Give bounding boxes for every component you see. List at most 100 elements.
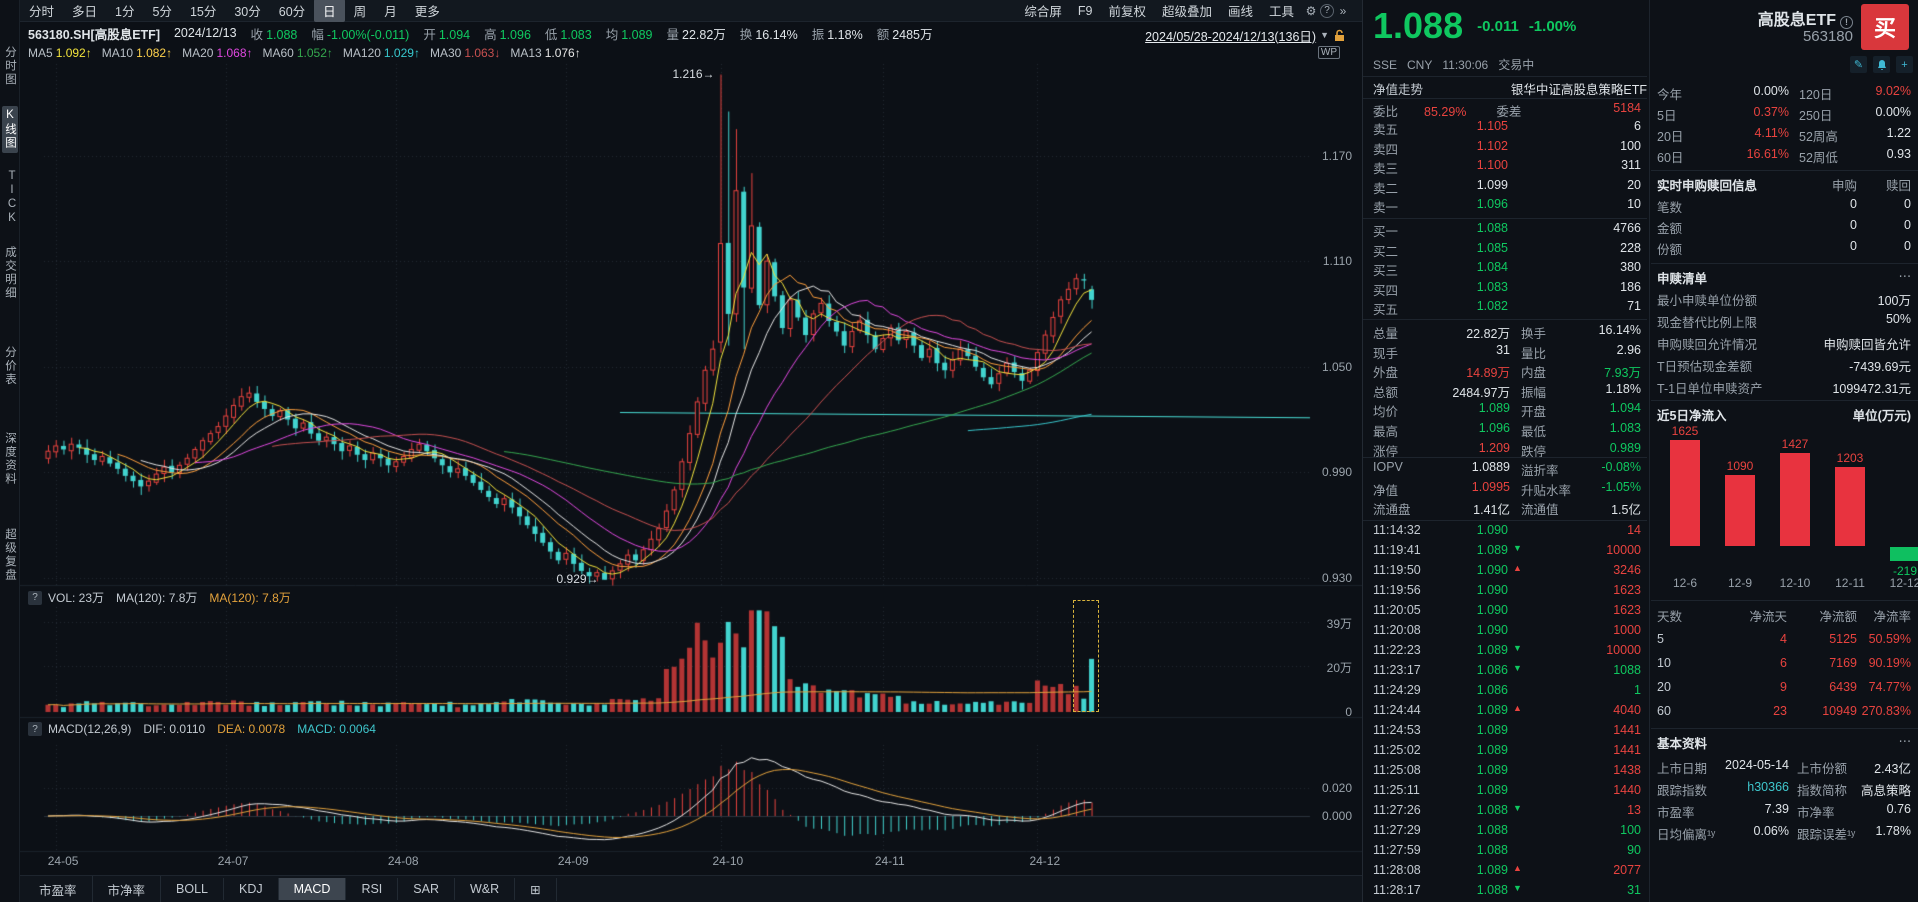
indicator-tab-8[interactable]: ⊞: [515, 877, 557, 901]
orderbook-row-buys-1[interactable]: 买二 1.085 228: [1373, 241, 1647, 261]
date-range-text[interactable]: 2024/05/28-2024/12/13(136日): [1145, 29, 1317, 44]
plus-icon[interactable]: +: [1896, 56, 1913, 73]
period-tab-10[interactable]: 更多: [414, 5, 440, 19]
sub-label: 笔数: [1657, 201, 1683, 215]
indicator-tab-7[interactable]: W&R: [455, 878, 516, 900]
basic-value-1: 0.06%: [1753, 824, 1789, 838]
etf-name-text: 高股息ETF: [1757, 12, 1836, 29]
info-icon[interactable]: !: [1840, 15, 1853, 29]
inflow-bar-4: [1890, 547, 1918, 562]
tick-row-9: 11:24:44 1.089 ▲ 4040: [1373, 703, 1647, 723]
inflow-bar-value: 1203: [1836, 451, 1864, 466]
period-tab-2[interactable]: 1分: [115, 5, 135, 19]
orderbook-row-sells-0[interactable]: 卖五 1.105 6: [1373, 119, 1647, 139]
more-ellipsis-icon[interactable]: ⋯: [1898, 734, 1912, 748]
stat-label-2: 内盘: [1521, 366, 1547, 381]
level-price: 1.085: [1476, 240, 1508, 255]
redeem-row-3: T日预估现金差额 -7439.69元: [1657, 356, 1917, 378]
period-tab-7[interactable]: 日: [314, 0, 345, 22]
ma-value: 1.063↓: [464, 46, 501, 60]
tick-price: 1.089: [1476, 743, 1508, 757]
basic-value-2: 1.78%: [1875, 824, 1911, 838]
stat-value-1: 22.82万: [1466, 327, 1510, 341]
sidebar-item-2[interactable]: TICK: [6, 170, 18, 226]
indicator-tab-2[interactable]: BOLL: [161, 878, 224, 900]
sidebar-item-5[interactable]: 深度资料: [4, 432, 16, 486]
indicator-tab-6[interactable]: SAR: [398, 878, 455, 900]
orderbook-row-sells-3[interactable]: 卖二 1.099 20: [1373, 178, 1647, 198]
period-tab-9[interactable]: 月: [384, 5, 397, 19]
field-8: 振 1.18%: [812, 24, 863, 43]
orderbook-row-buys-3[interactable]: 买四 1.083 186: [1373, 280, 1647, 300]
orderbook-row-sells-2[interactable]: 卖三 1.100 311: [1373, 158, 1647, 178]
stat-value-2: -0.08%: [1601, 460, 1641, 475]
tool-1[interactable]: F9: [1077, 3, 1093, 18]
tool-2[interactable]: 前复权: [1108, 5, 1146, 19]
bell-icon[interactable]: [1873, 56, 1890, 73]
stat-value-1: 2484.97万: [1452, 385, 1510, 400]
tick-volume: 100: [1620, 823, 1641, 837]
tool-0[interactable]: 综合屏: [1024, 5, 1062, 19]
tick-arrow-icon: ▼: [1513, 643, 1522, 653]
stat-label-1: IOPV: [1373, 460, 1403, 475]
sidebar-item-3[interactable]: 成交明细: [4, 246, 16, 300]
field-key: 开: [423, 27, 436, 42]
period-tab-1[interactable]: 多日: [72, 5, 98, 19]
tool-3[interactable]: 超级叠加: [1161, 5, 1212, 19]
indicator-tab-0[interactable]: 市盈率: [24, 875, 93, 902]
orderbook-row-sells-1[interactable]: 卖四 1.102 100: [1373, 139, 1647, 159]
lock-icon[interactable]: [1333, 29, 1346, 42]
indicator-tab-1[interactable]: 市净率: [93, 875, 162, 902]
help-icon[interactable]: ?: [1320, 3, 1334, 18]
perf-label-2: 52周高: [1799, 130, 1838, 144]
wp-badge[interactable]: WP: [1317, 46, 1340, 59]
chevron-down-icon[interactable]: ▼: [1320, 30, 1329, 40]
more-icon[interactable]: »: [1339, 3, 1347, 18]
period-tab-5[interactable]: 30分: [234, 5, 261, 19]
help-icon[interactable]: ?: [28, 722, 42, 736]
gear-icon[interactable]: ⚙: [1305, 3, 1317, 18]
period-tab-0[interactable]: 分时: [29, 5, 55, 19]
orderbook-row-buys-0[interactable]: 买一 1.088 4766: [1373, 221, 1647, 241]
perf-value-2: 1.22: [1886, 126, 1911, 140]
tick-row-3: 11:19:56 1.090 1623: [1373, 583, 1647, 603]
sub-value-2: 0: [1904, 197, 1911, 211]
orderbook-row-sells-4[interactable]: 卖一 1.096 10: [1373, 197, 1647, 217]
kline-chart-canvas[interactable]: [20, 0, 1362, 902]
indicator-tab-4[interactable]: MACD: [278, 878, 347, 900]
tool-4[interactable]: 画线: [1227, 5, 1253, 19]
sidebar-item-1[interactable]: K线图: [2, 106, 18, 153]
inflow-header: 近5日净流入 单位(万元): [1657, 405, 1917, 423]
flow-table-row-0: 5 4 5125 50.59%: [1657, 632, 1917, 656]
period-tab-8[interactable]: 周: [353, 5, 367, 19]
date-range-selector[interactable]: 2024/05/28-2024/12/13(136日) ▼: [1145, 26, 1346, 44]
tool-5[interactable]: 工具: [1268, 5, 1294, 19]
redeem-row-1: 现金替代比例上限 50%: [1657, 312, 1917, 334]
weibi-value: 85.29%: [1424, 105, 1467, 119]
nav-trend-link[interactable]: 净值走势: [1373, 83, 1424, 97]
stat-label-2: 振幅: [1521, 385, 1547, 400]
pencil-icon[interactable]: ✎: [1850, 56, 1867, 73]
level-price: 1.100: [1476, 158, 1508, 173]
period-tab-6[interactable]: 60分: [278, 5, 306, 19]
sidebar-item-4[interactable]: 分价表: [4, 346, 16, 387]
ma-label: MA60: [262, 46, 294, 60]
period-tab-4[interactable]: 15分: [189, 5, 217, 19]
indicator-tab-5[interactable]: RSI: [346, 878, 399, 900]
arrow-right-icon: →: [586, 571, 599, 586]
stat-label-1: 现手: [1373, 346, 1399, 361]
tick-row-8: 11:24:29 1.086 1: [1373, 683, 1647, 703]
buy-button[interactable]: 买: [1861, 4, 1909, 50]
divider: [1363, 457, 1647, 459]
orderbook-row-buys-2[interactable]: 买三 1.084 380: [1373, 260, 1647, 280]
orderbook-row-buys-4[interactable]: 买五 1.082 71: [1373, 299, 1647, 319]
help-icon[interactable]: ?: [28, 590, 42, 605]
indicator-tab-3[interactable]: KDJ: [224, 878, 279, 900]
sidebar-item-6[interactable]: 超级复盘: [4, 528, 16, 582]
perf-label-2: 120日: [1799, 88, 1833, 102]
more-ellipsis-icon[interactable]: ⋯: [1898, 269, 1912, 283]
stat-value-2: 0.989: [1609, 440, 1641, 455]
sidebar-item-0[interactable]: 分时图: [4, 46, 16, 87]
period-tab-3[interactable]: 5分: [152, 5, 172, 19]
redeem-value: 1099472.31元: [1832, 382, 1911, 396]
